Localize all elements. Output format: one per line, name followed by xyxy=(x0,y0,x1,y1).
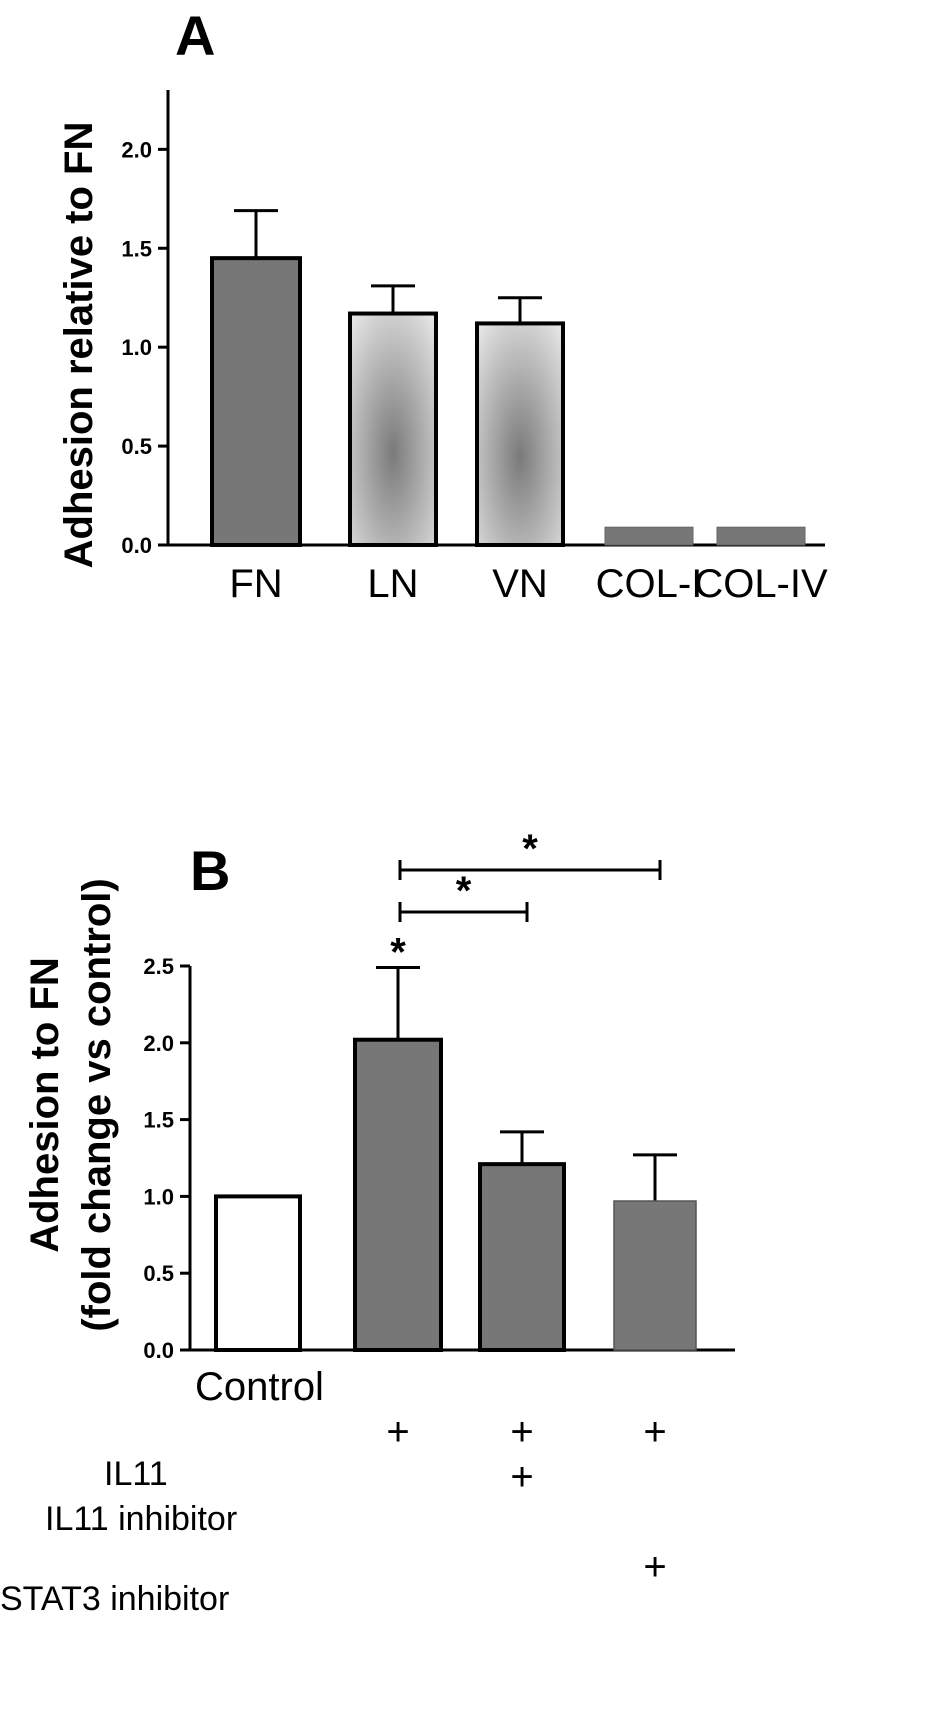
panel-b-y-tick-label: 1.0 xyxy=(143,1184,174,1209)
panel-b-y-tick-label: 2.0 xyxy=(143,1031,174,1056)
control-label: Control xyxy=(195,1365,324,1409)
panel-b-y-tick-label: 0.0 xyxy=(143,1338,174,1363)
panel-b-bar-2 xyxy=(353,1037,443,1353)
panel-b-y-axis-label-line1: Adhesion to FN xyxy=(23,957,67,1253)
panel-a-x-tick-label: VN xyxy=(492,562,548,606)
panel-b-y-axis-label-line2: (fold change vs control) xyxy=(75,878,119,1331)
panel-b-bar-4 xyxy=(613,1200,697,1351)
panel-b-y-tick-label: 2.5 xyxy=(143,954,174,979)
condition-row-label: STAT3 inhibitor xyxy=(0,1580,229,1618)
significance-bracket xyxy=(398,860,662,880)
panel-a-y-axis-label: Adhesion relative to FN xyxy=(57,122,101,569)
condition-plus: + xyxy=(643,1545,666,1589)
panel-a-y-tick-label: 1.5 xyxy=(121,236,152,261)
condition-table: IL11+ + +IL11 inhibitor+STAT3 inhibitor+ xyxy=(0,1410,667,1618)
panel-b: B Adhesion to FN (fold change vs control… xyxy=(0,827,735,1618)
panel-a-label: A xyxy=(175,4,215,67)
panel-a-bar-vn xyxy=(475,321,565,547)
panel-a: A Adhesion relative to FN 0.0 0.5 1.0 1.5 2.… xyxy=(57,4,828,606)
condition-plus: + xyxy=(643,1410,666,1454)
panel-a-bar-col-i xyxy=(604,526,694,546)
significance-bracket xyxy=(398,902,529,922)
panel-b-bar-1 xyxy=(214,1194,302,1353)
panel-b-y-tick-label: 0.5 xyxy=(143,1261,174,1286)
panel-a-y-tick-label: 0.5 xyxy=(121,434,152,459)
panel-a-y-tick-label: 0.0 xyxy=(121,533,152,558)
panel-a-bar-ln xyxy=(348,311,438,548)
condition-plus: + xyxy=(510,1455,533,1499)
panel-a-x-tick-label: LN xyxy=(367,562,418,606)
condition-row-label: IL11 inhibitor xyxy=(45,1500,237,1538)
panel-a-y-tick-label: 1.0 xyxy=(121,335,152,360)
significance-star: * xyxy=(390,931,406,975)
condition-plus: + xyxy=(386,1410,409,1454)
panel-a-x-tick-label: COL-IV xyxy=(694,562,828,606)
panel-a-y-tick-label: 2.0 xyxy=(121,137,152,162)
panel-b-label: B xyxy=(190,839,230,902)
panel-b-y-tick-label: 1.5 xyxy=(143,1108,174,1133)
panel-a-x-tick-label: COL-I xyxy=(596,562,703,606)
condition-plus: + xyxy=(510,1410,533,1454)
significance-star: * xyxy=(456,869,472,913)
condition-row-label: IL11 xyxy=(104,1455,168,1493)
panel-a-bar-fn xyxy=(210,256,302,547)
significance-star: * xyxy=(522,827,538,871)
panel-b-bar-3 xyxy=(478,1162,566,1353)
panel-a-x-tick-label: FN xyxy=(229,562,282,606)
panel-b-plot: 0.0 0.5 1.0 1.5 2.0 2.5 * * * xyxy=(143,827,735,1363)
panel-a-bar-col-iv xyxy=(716,526,806,546)
